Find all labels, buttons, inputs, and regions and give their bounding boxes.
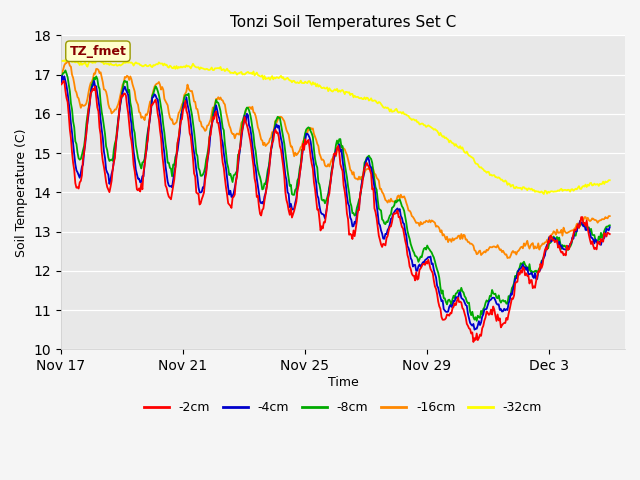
Title: Tonzi Soil Temperatures Set C: Tonzi Soil Temperatures Set C (230, 15, 456, 30)
Legend: -2cm, -4cm, -8cm, -16cm, -32cm: -2cm, -4cm, -8cm, -16cm, -32cm (139, 396, 547, 420)
Y-axis label: Soil Temperature (C): Soil Temperature (C) (15, 128, 28, 257)
X-axis label: Time: Time (328, 376, 358, 389)
Text: TZ_fmet: TZ_fmet (70, 45, 126, 58)
